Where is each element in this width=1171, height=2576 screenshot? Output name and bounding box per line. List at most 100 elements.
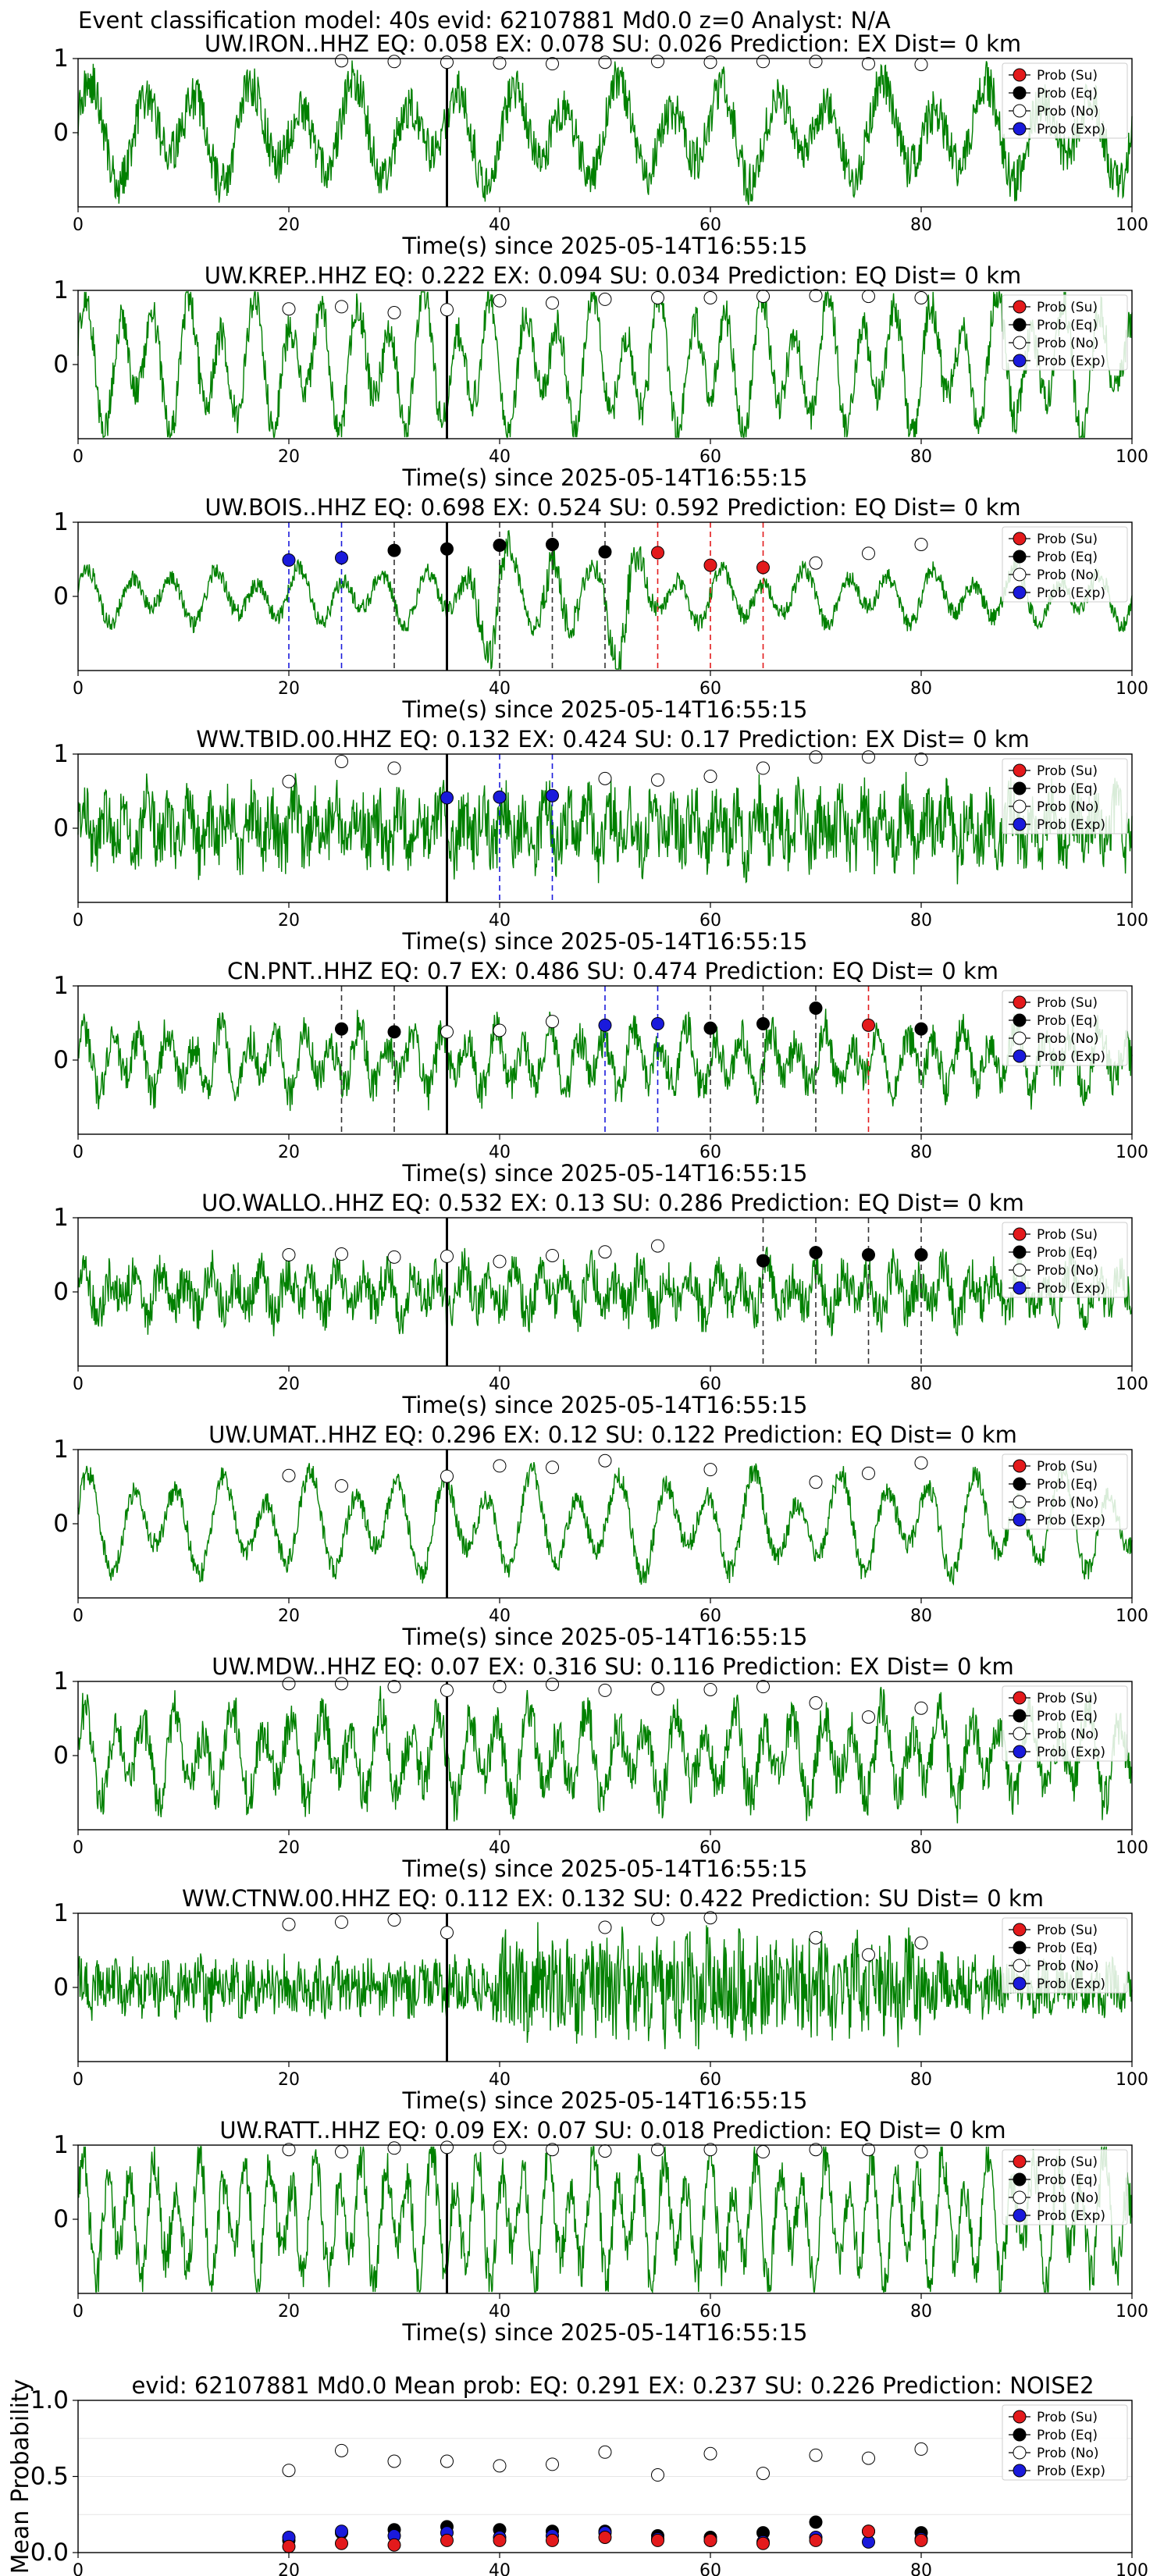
probability-point (862, 57, 875, 71)
probability-point (598, 545, 612, 559)
probability-point (809, 55, 823, 69)
x-tick-label: 40 (489, 2561, 511, 2576)
probability-point (703, 55, 717, 69)
x-tick-label: 0 (73, 2302, 84, 2322)
y-tick-label: 1 (53, 2131, 69, 2159)
y-tick-label: 1 (53, 1436, 69, 1464)
y-tick-label: 0 (53, 350, 69, 379)
x-tick-label: 100 (1116, 2070, 1148, 2090)
probability-point (651, 2143, 664, 2157)
legend-marker (1013, 2208, 1027, 2222)
y-tick-label: 0 (53, 814, 69, 842)
x-tick-label: 0 (73, 1375, 84, 1394)
probability-point (914, 1701, 928, 1715)
probability-point (809, 556, 823, 570)
probability-point (440, 1683, 454, 1697)
probability-point (651, 1239, 664, 1253)
waveform-trace (77, 60, 1133, 205)
probability-point (651, 291, 664, 304)
probability-point (809, 1930, 823, 1944)
probability-point (335, 1247, 348, 1261)
legend-marker (1013, 68, 1027, 82)
legend-marker (1013, 585, 1027, 600)
legend-marker (1013, 781, 1027, 795)
legend-label: Prob (No) (1037, 799, 1099, 815)
x-tick-label: 80 (910, 2561, 932, 2576)
probability-point (440, 1926, 454, 1940)
probability-point (862, 1948, 875, 1962)
probability-point (493, 294, 507, 308)
legend-marker (1013, 799, 1027, 813)
x-tick-label: 0 (73, 1606, 84, 1626)
x-tick-label: 60 (699, 679, 721, 699)
probability-point (598, 1453, 612, 1468)
y-tick-label: 1 (53, 1667, 69, 1695)
panel-uw-krep-hhz: 0 20 40 60 80 100 1 0 Prob (Su) Prob (Eq) Prob (No… (53, 262, 1148, 491)
x-tick-label: 60 (699, 447, 721, 467)
x-tick-label: 80 (910, 215, 932, 235)
legend-label: Prob (Eq) (1037, 1477, 1098, 1493)
legend-marker (1013, 318, 1027, 332)
probability-point (809, 2143, 823, 2157)
x-tick-label: 80 (910, 911, 932, 930)
legend-marker (1013, 2428, 1027, 2442)
waveform-trace (77, 1461, 1133, 1586)
x-axis-label: Time(s) since 2025-05-14T16:55:15 (402, 464, 808, 491)
probability-point (862, 290, 875, 304)
panel-title: UW.UMAT..HHZ EQ: 0.296 EX: 0.12 SU: 0.12… (208, 1421, 1017, 1448)
probability-point (914, 753, 928, 767)
probability-point (598, 1920, 612, 1934)
probability-point (546, 57, 559, 71)
probability-point (440, 791, 454, 805)
legend-label: Prob (Eq) (1037, 781, 1098, 797)
probability-point (651, 55, 664, 69)
x-axis-label: Time(s) since 2025-05-14T16:55:15 (402, 928, 808, 955)
legend-label: Prob (No) (1037, 1495, 1099, 1510)
probability-point (598, 771, 612, 785)
x-tick-label: 100 (1116, 215, 1148, 235)
legend-marker (1013, 1513, 1027, 1527)
probability-point (493, 2140, 507, 2154)
probability-point (809, 1246, 823, 1260)
x-axis-label: Time(s) since 2025-05-14T16:55:15 (402, 1624, 808, 1650)
probability-point (598, 55, 612, 69)
probability-point (282, 553, 296, 567)
probability-point (387, 543, 401, 557)
probability-point (914, 58, 928, 72)
legend-label: Prob (Eq) (1037, 1709, 1098, 1724)
mean-prob-point-no (546, 2457, 559, 2471)
x-tick-label: 60 (699, 911, 721, 930)
mean-prob-point-no (809, 2448, 823, 2462)
probability-point (493, 1254, 507, 1268)
mean-prob-point-no (914, 2442, 928, 2456)
legend-label: Prob (Eq) (1037, 2428, 1098, 2443)
x-tick-label: 100 (1116, 679, 1148, 699)
mean-prob-point-exp (335, 2524, 348, 2539)
x-tick-label: 20 (278, 1606, 300, 1626)
probability-point (756, 1016, 770, 1030)
probability-point (493, 790, 507, 804)
probability-point (387, 1250, 401, 1264)
probability-point (387, 1680, 401, 1694)
probability-point (546, 788, 559, 802)
y-tick-label: 1 (53, 1204, 69, 1232)
legend-label: Prob (Exp) (1037, 1513, 1105, 1528)
x-tick-label: 60 (699, 1838, 721, 1858)
probability-point (546, 296, 559, 310)
x-tick-label: 20 (278, 911, 300, 930)
panel-title: UO.WALLO..HHZ EQ: 0.532 EX: 0.13 SU: 0.2… (201, 1190, 1024, 1216)
x-tick-label: 20 (278, 679, 300, 699)
legend-label: Prob (Exp) (1037, 1049, 1105, 1065)
x-tick-label: 80 (910, 2070, 932, 2090)
legend-box (1002, 1222, 1128, 1298)
panel-title: UW.IRON..HHZ EQ: 0.058 EX: 0.078 SU: 0.0… (205, 30, 1021, 57)
legend-marker (1013, 104, 1027, 118)
waveform-trace (77, 1247, 1133, 1336)
x-tick-label: 40 (489, 447, 511, 467)
x-tick-label: 100 (1116, 2302, 1148, 2322)
x-axis-label: Time(s) since 2025-05-14T16:55:15 (402, 1392, 808, 1418)
legend-label: Prob (Exp) (1037, 354, 1105, 369)
waveform-trace (77, 2146, 1133, 2294)
x-tick-label: 100 (1116, 1838, 1148, 1858)
panel-title: UW.KREP..HHZ EQ: 0.222 EX: 0.094 SU: 0.0… (205, 262, 1022, 289)
